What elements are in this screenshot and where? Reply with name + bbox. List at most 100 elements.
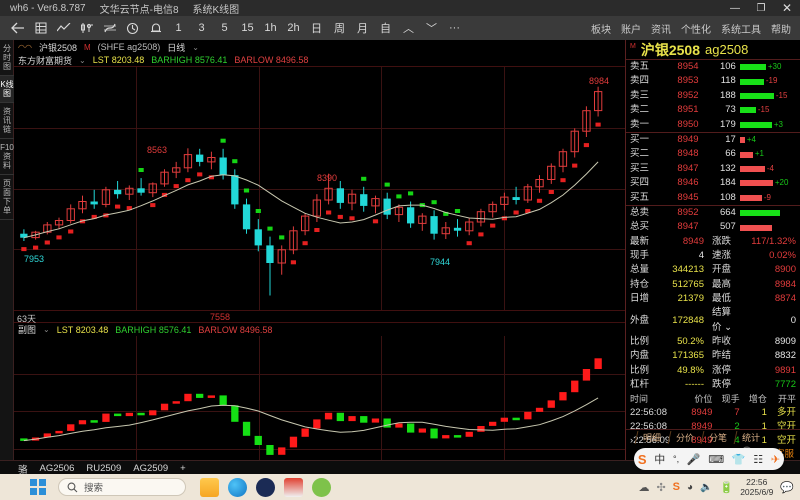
order-book-row[interactable]: 买五 8945 108 -9	[626, 191, 800, 206]
period-1h[interactable]: 1h	[264, 22, 277, 34]
bookmark-icon[interactable]: ◠◠	[18, 42, 32, 52]
contract-name[interactable]: 沪银2508	[38, 42, 77, 53]
period-15[interactable]: 15	[241, 22, 254, 34]
ob-price[interactable]: 8952	[677, 89, 699, 101]
ob-price[interactable]: 8953	[677, 75, 699, 87]
menu-item-news[interactable]: 资讯	[651, 24, 671, 36]
ob-price[interactable]: 8948	[677, 148, 699, 160]
sogou-logo-icon[interactable]: S	[637, 451, 647, 467]
menu-item-help[interactable]: 帮助	[771, 24, 791, 36]
minimize-button[interactable]: —	[730, 2, 740, 14]
skin-icon[interactable]: 👕	[731, 453, 746, 466]
edge-browser-icon[interactable]	[228, 477, 247, 497]
add-tab-button[interactable]: +	[180, 463, 186, 474]
ob-price[interactable]: 8947	[677, 221, 699, 233]
ob-price[interactable]: 8945	[677, 191, 699, 203]
order-book-row[interactable]: 卖五 8954 106 +30	[626, 60, 800, 74]
more-options-icon[interactable]: ···	[449, 22, 460, 34]
menu-item-system-tools[interactable]: 系统工具	[721, 24, 761, 36]
wifi-icon[interactable]: ◕	[687, 481, 694, 493]
chevron-down-icon[interactable]: ﹀	[426, 23, 437, 35]
order-book-row[interactable]: 买二 8948 66 +1	[626, 147, 800, 161]
menu-item-personalize[interactable]: 个性化	[681, 24, 711, 36]
period-2h[interactable]: 2h	[287, 22, 300, 34]
battery-icon[interactable]: 🔋	[719, 481, 734, 494]
period-3[interactable]: 3	[198, 22, 205, 34]
period-week[interactable]: 周	[334, 23, 345, 35]
sidebar-item-timeshare[interactable]: 分时图	[0, 40, 14, 76]
ime-tools-icon[interactable]: ✈	[770, 453, 781, 466]
menu-item-sectors[interactable]: 板块	[591, 24, 611, 36]
period-day[interactable]: 日	[311, 23, 322, 35]
ob-price[interactable]: 8954	[677, 61, 699, 72]
main-candlestick-pane[interactable]: 8984 8563 8390 7953 7944	[14, 67, 625, 310]
tab-ag2506[interactable]: AG2506	[39, 463, 75, 474]
microphone-icon[interactable]: 🎤	[686, 453, 701, 466]
ob-price[interactable]: 8946	[677, 177, 699, 189]
indicator-icon[interactable]	[98, 17, 121, 39]
start-button-icon[interactable]	[30, 479, 46, 495]
order-book-row[interactable]: 卖二 8951 73 -15	[626, 103, 800, 117]
refresh-icon[interactable]	[121, 17, 144, 39]
period-month[interactable]: 月	[357, 23, 368, 35]
sidebar-item-order[interactable]: 页面下单	[0, 175, 14, 220]
period-custom[interactable]: 自	[380, 23, 391, 35]
sidebar-item-news[interactable]: 资讯链	[0, 103, 14, 139]
back-arrow-icon[interactable]	[6, 17, 29, 39]
order-book-row[interactable]: 总卖 8952 664	[626, 205, 800, 221]
tab-detail[interactable]: 明细	[634, 430, 669, 444]
bell-icon[interactable]	[144, 17, 167, 39]
sogou-tray-icon[interactable]: S	[672, 481, 680, 493]
notification-icon[interactable]: 💬	[780, 481, 794, 494]
order-book-row[interactable]: 总买 8947 507	[626, 220, 800, 234]
apps-grid-icon[interactable]: ☷	[753, 453, 764, 466]
order-book-row[interactable]: 买一 8949 17 +4	[626, 132, 800, 148]
wechat-icon[interactable]	[312, 477, 331, 497]
period-1[interactable]: 1	[175, 22, 182, 34]
chevron-down-icon[interactable]: ⌄	[79, 55, 86, 65]
period-5[interactable]: 5	[221, 22, 228, 34]
tab-statistics[interactable]: 统计	[733, 430, 768, 444]
app-blue-icon[interactable]	[256, 477, 275, 497]
indicator-source-label[interactable]: 东方财富期货	[18, 55, 73, 66]
menu-item-account[interactable]: 账户	[621, 24, 641, 36]
order-book-row[interactable]: 买四 8946 184 +20	[626, 176, 800, 190]
ob-price[interactable]: 8950	[677, 118, 699, 130]
tab-ru2509[interactable]: RU2509	[86, 463, 122, 474]
ob-price[interactable]: 8947	[677, 162, 699, 174]
tab-price-dist[interactable]: 分价	[667, 430, 702, 444]
ob-price[interactable]: 8951	[677, 104, 699, 116]
line-chart-icon[interactable]	[52, 17, 75, 39]
file-explorer-icon[interactable]	[200, 477, 219, 497]
tab-ag2509[interactable]: AG2509	[133, 463, 169, 474]
order-book-row[interactable]: 买三 8947 132 -4	[626, 162, 800, 176]
trading-app-icon[interactable]	[284, 477, 303, 497]
order-book-row[interactable]: 卖三 8952 188 -15	[626, 89, 800, 103]
chevron-up-icon[interactable]: ︿	[403, 23, 414, 35]
chevron-down-icon[interactable]: ⌄	[192, 42, 199, 52]
grid-icon[interactable]	[29, 17, 52, 39]
taskbar-clock[interactable]: 22:56 2025/6/9	[740, 477, 774, 497]
candle-icon[interactable]	[75, 17, 98, 39]
maximize-button[interactable]: ❐	[756, 2, 766, 14]
tab-ticks[interactable]: 分笔	[700, 430, 735, 444]
ime-mode-button[interactable]: 中	[654, 454, 666, 466]
taskbar-search-input[interactable]: 搜索	[58, 478, 186, 496]
ime-punctuation-icon[interactable]: °,	[672, 454, 680, 464]
tab-favorites[interactable]: 骆	[18, 464, 28, 476]
sub-indicator-label[interactable]: 副图	[18, 325, 37, 335]
ob-price[interactable]: 8949	[657, 132, 701, 148]
keyboard-icon[interactable]: ⌨	[708, 453, 725, 466]
order-book-row[interactable]: 卖一 8950 179 +3	[626, 118, 800, 133]
volume-icon[interactable]: 🔈	[700, 481, 713, 493]
chevron-down-icon[interactable]: ⌄	[43, 325, 50, 334]
cloud-icon[interactable]: ☁	[638, 481, 650, 494]
plugin-icon[interactable]: ✣	[656, 481, 666, 494]
order-book-row[interactable]: 卖四 8953 118 -19	[626, 74, 800, 88]
sidebar-item-f10[interactable]: F10资料	[0, 139, 14, 175]
tick-time: ›22:56:09	[630, 435, 671, 447]
sidebar-item-kline[interactable]: K线图	[0, 76, 14, 103]
contract-period[interactable]: 日线	[167, 42, 186, 53]
ob-price[interactable]: 8952	[657, 205, 701, 221]
close-button[interactable]: ✕	[781, 1, 793, 15]
